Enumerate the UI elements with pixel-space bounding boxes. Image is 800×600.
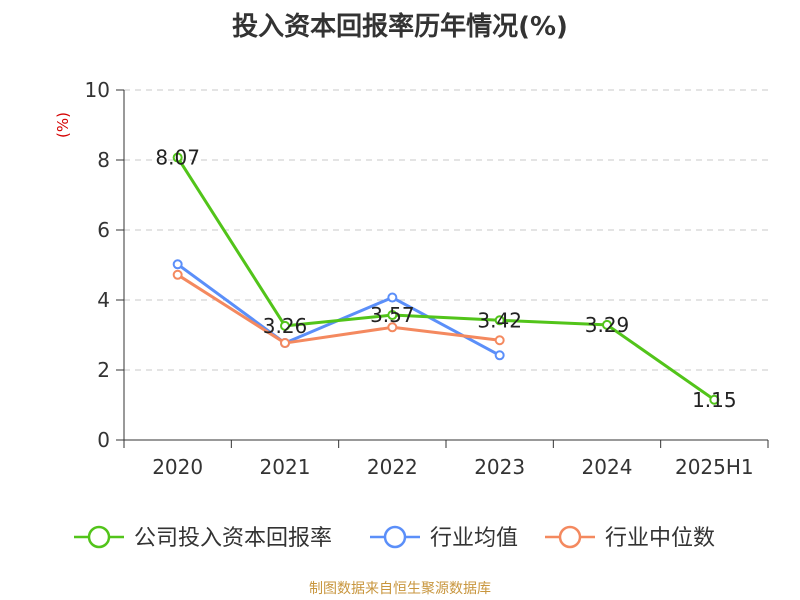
data-point [172,152,183,163]
data-point [494,315,505,326]
source-note: 制图数据来自恒生聚源数据库 [309,581,491,597]
legend-marker [558,525,582,549]
data-point [494,350,505,361]
legend-marker [87,525,111,549]
data-label: 3.29 [585,313,630,337]
data-point [387,292,398,303]
series-line-0 [176,156,716,401]
data-point [280,338,290,349]
data-label: 3.42 [477,308,522,332]
legend-label: 公司投入资本回报率 [134,526,332,551]
data-point [387,310,398,321]
data-point [602,319,612,330]
y-tick-label: 4 [97,288,110,312]
data-label: 8.07 [155,146,200,170]
data-point [172,259,183,270]
y-axis-label: (%) [54,112,72,138]
legend-item-1[interactable]: 行业均值 [370,525,518,551]
legend-item-0[interactable]: 公司投入资本回报率 [74,525,332,551]
legend-label: 行业均值 [430,526,518,551]
data-point [280,320,290,331]
legend-item-2[interactable]: 行业中位数 [545,525,715,551]
data-label: 3.57 [370,303,415,327]
data-label: 3.26 [263,314,308,338]
data-point [172,269,183,280]
data-point [387,322,398,333]
y-tick-label: 0 [97,428,110,452]
legend-label: 行业中位数 [605,526,715,551]
y-tick-label: 10 [85,78,110,102]
x-tick-label: 2023 [474,455,525,479]
series-line-1 [176,263,501,357]
chart-title: 投入资本回报率历年情况(%) [232,12,568,42]
data-point [709,394,720,405]
y-tick-label: 6 [97,218,110,242]
legend-marker [383,525,407,549]
data-label: 1.15 [692,388,737,412]
data-point [494,335,505,346]
x-tick-label: 2025H1 [675,455,754,479]
series-line-2 [176,273,500,345]
x-tick-label: 2021 [260,455,311,479]
y-tick-label: 8 [97,148,110,172]
x-tick-label: 2024 [582,455,633,479]
x-tick-label: 2020 [152,455,203,479]
y-tick-label: 2 [97,358,110,382]
x-tick-label: 2022 [367,455,418,479]
